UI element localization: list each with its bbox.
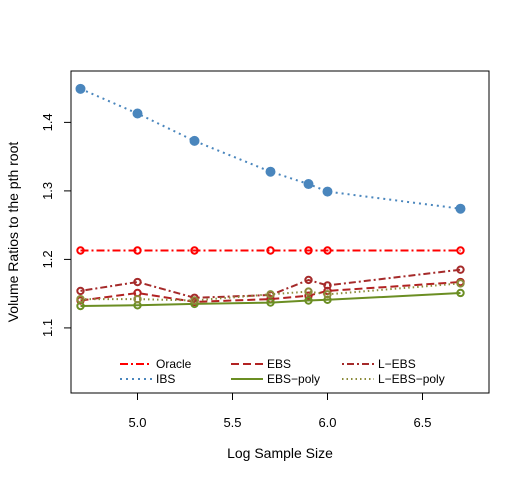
series-line xyxy=(80,292,461,307)
series-line xyxy=(80,87,461,210)
plot-marks xyxy=(75,83,466,311)
legend-label: IBS xyxy=(156,372,175,386)
y-tick-label: 1.4 xyxy=(40,113,55,131)
series-ibs xyxy=(75,83,466,214)
data-point xyxy=(456,265,465,274)
data-point xyxy=(304,287,313,296)
series-oracle xyxy=(76,246,465,255)
data-point xyxy=(304,246,313,255)
legend-label: L−EBS−poly xyxy=(378,372,445,386)
data-point xyxy=(76,294,85,304)
y-tick-label: 1.2 xyxy=(40,250,55,268)
data-point xyxy=(304,275,313,285)
series-l-ebs xyxy=(76,265,465,302)
data-point xyxy=(265,166,276,177)
x-axis-label: Log Sample Size xyxy=(227,445,333,461)
series-line xyxy=(80,282,461,302)
data-point xyxy=(133,246,142,255)
x-tick-label: 6.5 xyxy=(413,415,431,430)
data-point xyxy=(456,246,465,255)
plot-frame xyxy=(70,70,490,394)
data-point xyxy=(323,281,332,290)
legend-label: Oracle xyxy=(156,357,192,371)
data-point xyxy=(323,290,332,299)
data-point xyxy=(456,279,465,288)
y-tick-label: 1.1 xyxy=(40,319,55,337)
x-axis: 5.0 5.5 6.0 6.5 xyxy=(128,392,432,430)
legend-label: EBS−poly xyxy=(267,372,320,386)
data-point xyxy=(266,290,275,299)
data-point xyxy=(75,83,86,94)
series-l-ebs-poly xyxy=(76,279,465,305)
data-point xyxy=(76,286,85,296)
y-tick-label: 1.3 xyxy=(40,182,55,200)
data-point xyxy=(133,294,142,304)
data-point xyxy=(455,203,466,214)
data-point xyxy=(76,246,85,255)
data-point xyxy=(190,246,199,255)
data-point xyxy=(190,293,199,302)
data-point xyxy=(189,135,200,146)
data-point xyxy=(303,179,314,190)
x-tick-label: 5.5 xyxy=(223,415,241,430)
data-point xyxy=(322,186,333,197)
data-point xyxy=(266,298,275,307)
data-point xyxy=(266,246,275,255)
x-tick-label: 5.0 xyxy=(128,415,146,430)
data-point xyxy=(132,108,143,119)
y-axis: 1.1 1.2 1.3 1.4 xyxy=(40,113,72,337)
y-axis-label: Volume Ratios to the pth root xyxy=(5,142,21,323)
data-point xyxy=(133,277,142,287)
data-point xyxy=(304,296,313,305)
legend-label: L−EBS xyxy=(378,357,416,371)
data-point xyxy=(456,288,465,298)
x-tick-label: 6.0 xyxy=(318,415,336,430)
data-point xyxy=(304,291,313,300)
data-point xyxy=(190,296,199,305)
data-point xyxy=(323,246,332,255)
legend-label: EBS xyxy=(267,357,291,371)
